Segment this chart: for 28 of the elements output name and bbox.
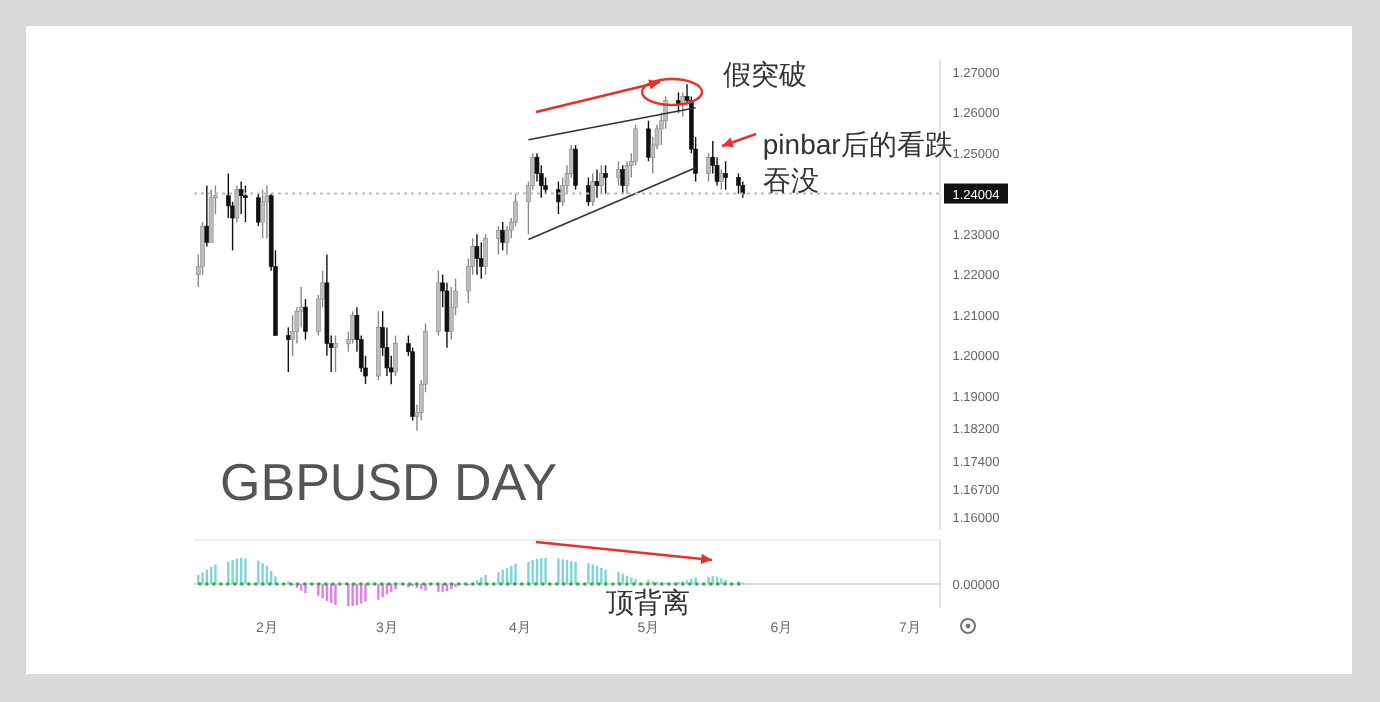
- candlestick: [290, 314, 295, 357]
- candlestick: [706, 152, 711, 183]
- candlestick: [393, 334, 398, 377]
- candlestick: [333, 334, 338, 373]
- candlestick: [504, 225, 510, 256]
- annotation: 假突破: [723, 58, 808, 91]
- candlestick: [616, 160, 621, 187]
- annotation: pinbar后的看跌吞没: [762, 127, 953, 196]
- candlestick: [496, 225, 501, 256]
- candlestick: [256, 193, 261, 227]
- candlestick: [444, 282, 450, 349]
- candlestick: [736, 172, 741, 195]
- candlestick: [303, 298, 308, 341]
- candlestick: [723, 160, 728, 191]
- candlestick: [243, 184, 248, 223]
- annotation: 顶背离: [606, 586, 690, 618]
- candlestick: [448, 286, 454, 341]
- candlestick: [603, 164, 608, 195]
- candlestick: [483, 233, 488, 276]
- candlestick: [500, 221, 505, 252]
- candlestick: [474, 233, 480, 276]
- candlestick: [238, 180, 244, 215]
- candlestick: [478, 241, 484, 280]
- candlestick: [286, 326, 291, 373]
- text: GBPUSD DAY: [220, 452, 558, 512]
- candlestick: [646, 120, 651, 162]
- candlestick: [573, 144, 578, 191]
- candlestick: [594, 168, 600, 199]
